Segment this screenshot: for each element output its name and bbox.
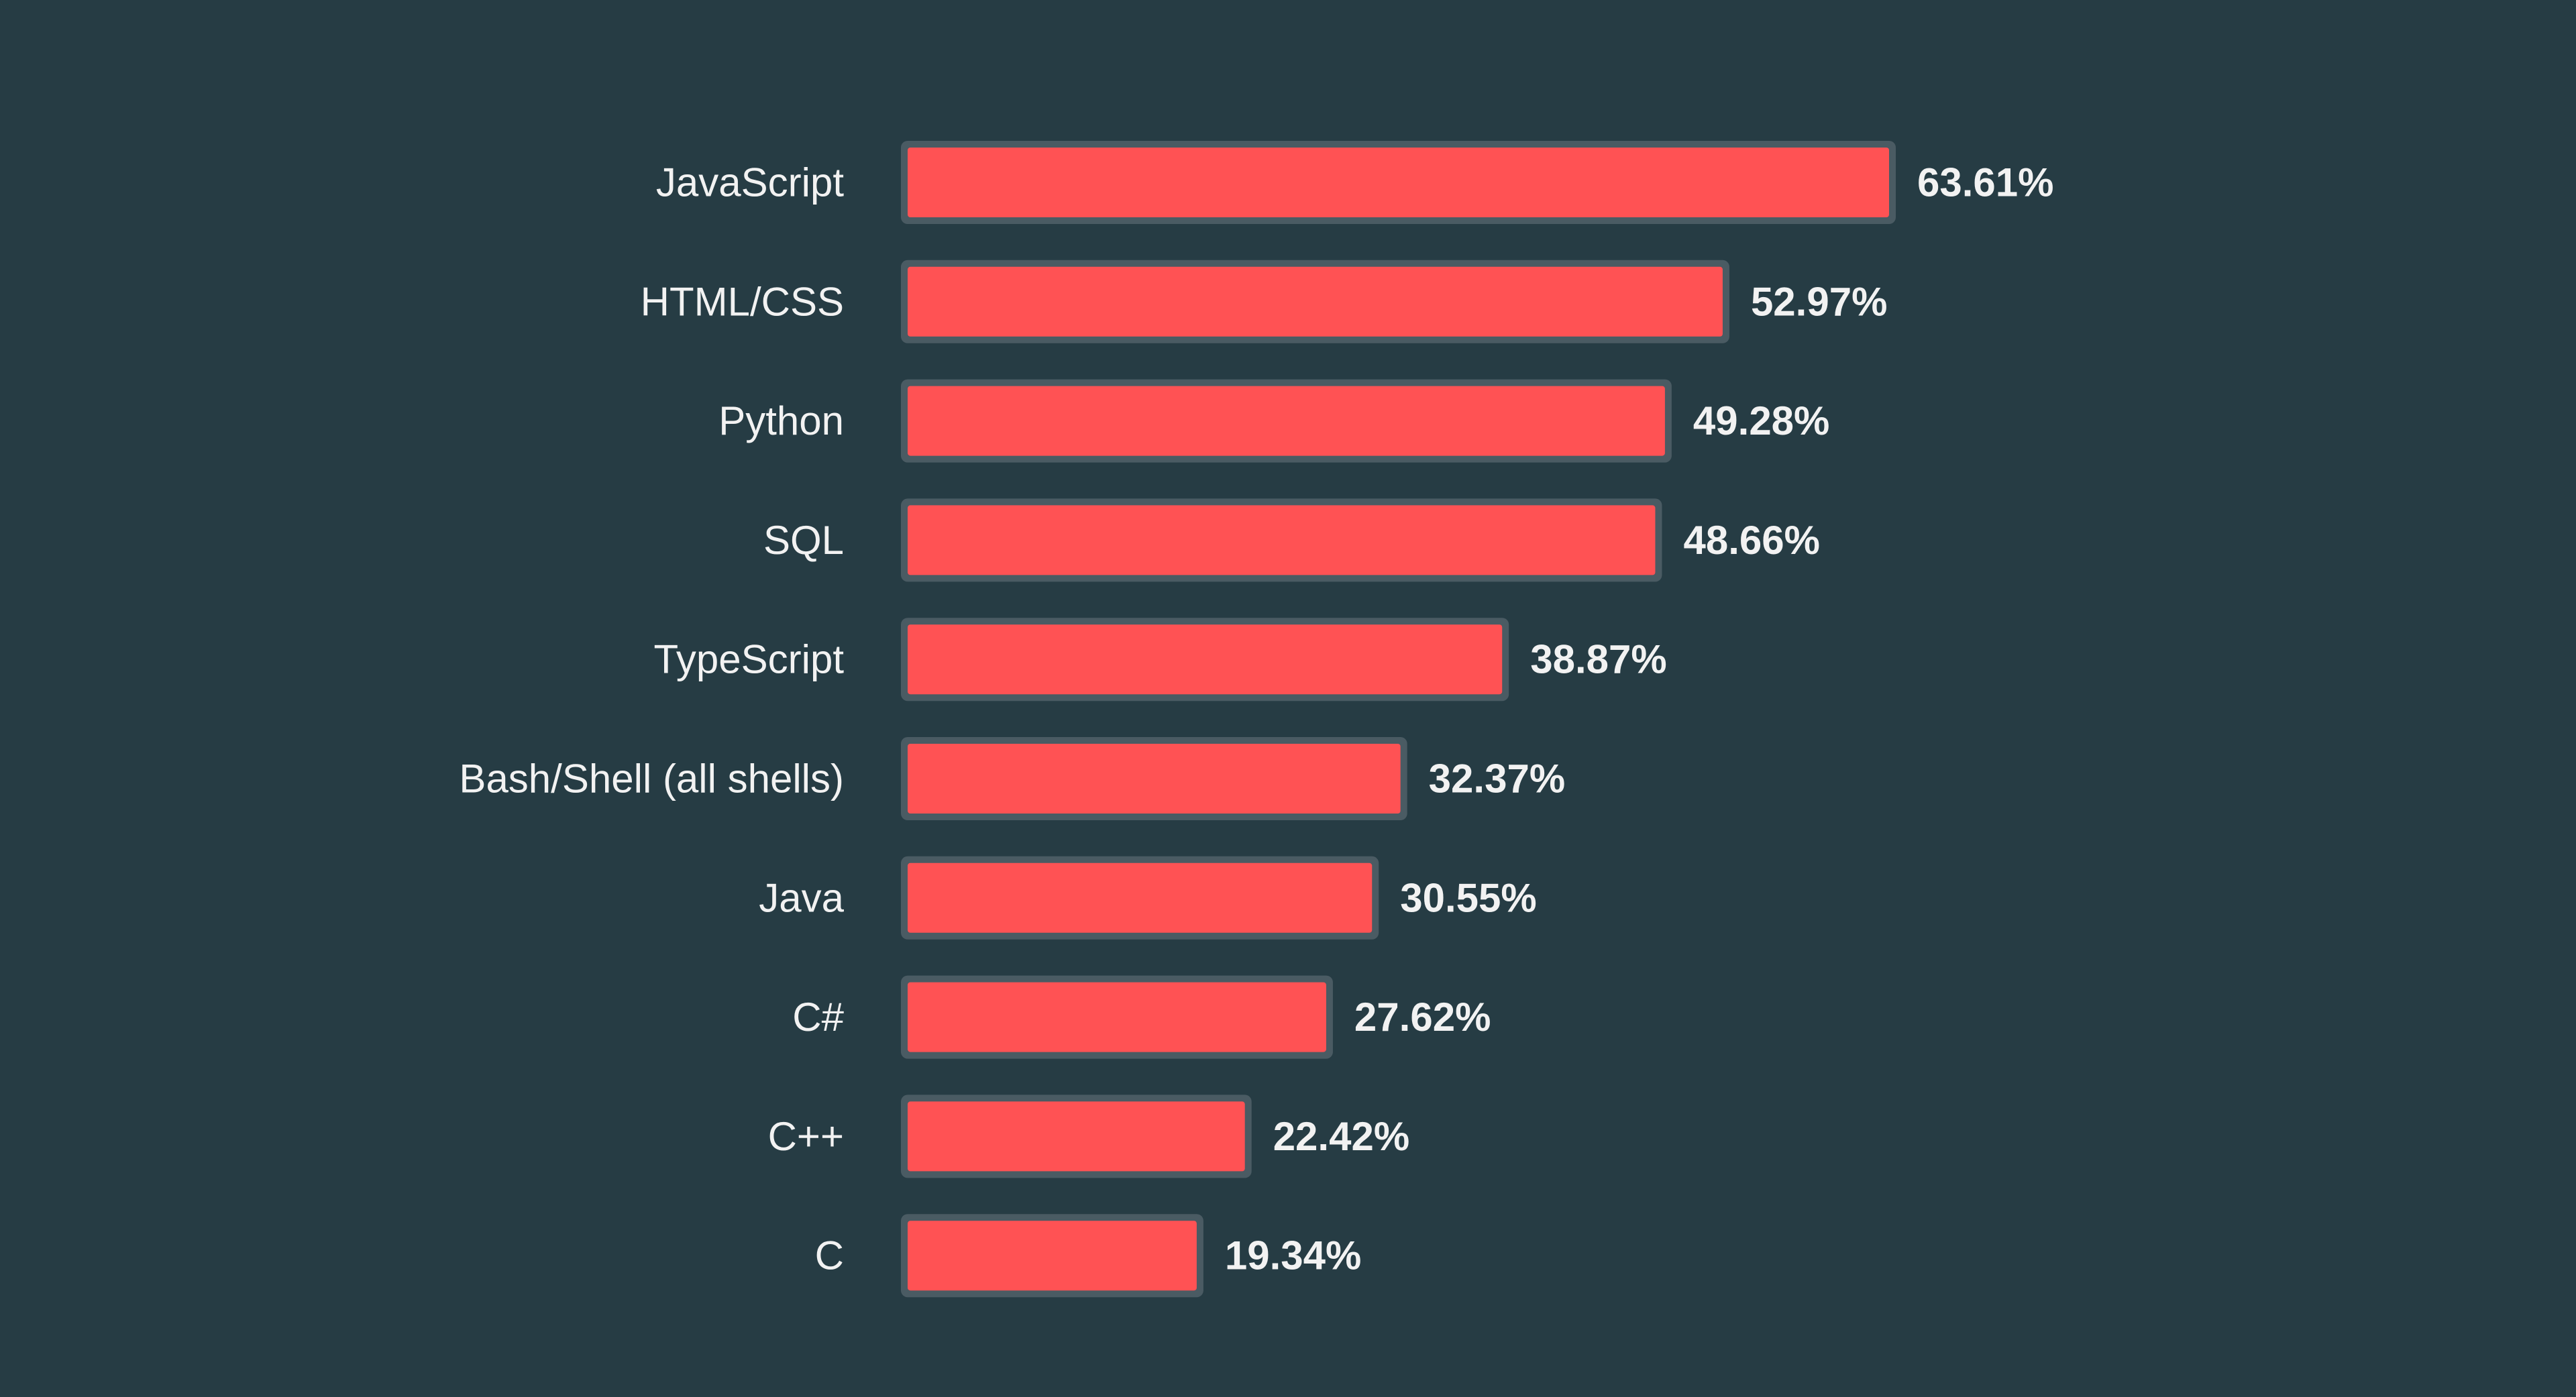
bar: [908, 624, 1503, 695]
bar: [908, 1101, 1245, 1172]
bar: [908, 148, 1889, 217]
bar: [908, 1221, 1197, 1291]
bar: [908, 505, 1656, 575]
value-label: 30.55%: [1400, 875, 1537, 920]
category-label: C++: [768, 1114, 844, 1159]
category-label: Python: [718, 398, 844, 443]
value-label: 52.97%: [1751, 279, 1888, 324]
category-label: SQL: [763, 518, 844, 563]
category-label: TypeScript: [654, 637, 845, 682]
value-label: 27.62%: [1354, 995, 1491, 1040]
category-label: JavaScript: [656, 160, 844, 205]
category-label: HTML/CSS: [641, 279, 844, 324]
bar: [908, 386, 1665, 456]
value-label: 63.61%: [1917, 160, 2054, 205]
category-label: Bash/Shell (all shells): [459, 757, 844, 801]
value-label: 19.34%: [1225, 1233, 1362, 1278]
value-label: 48.66%: [1683, 518, 1820, 563]
category-label: C#: [792, 995, 844, 1040]
bar: [908, 744, 1401, 814]
bars-layer: JavaScript 63.61% HTML/CSS 52.97% Python 49.2…: [459, 141, 2054, 1298]
value-label: 49.28%: [1693, 398, 1830, 443]
category-label: Java: [759, 875, 844, 920]
value-label: 22.42%: [1273, 1114, 1410, 1159]
value-label: 32.37%: [1429, 757, 1566, 801]
bar: [908, 862, 1373, 933]
bar: [908, 266, 1723, 337]
bar: [908, 982, 1326, 1052]
category-label: C: [815, 1233, 844, 1278]
value-label: 38.87%: [1530, 637, 1667, 682]
